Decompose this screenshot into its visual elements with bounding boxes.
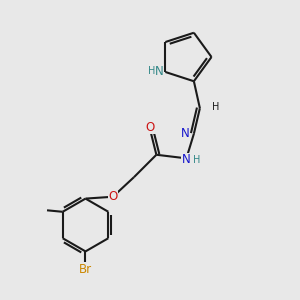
Text: H: H — [193, 155, 200, 165]
Text: N: N — [181, 127, 190, 140]
Text: O: O — [108, 190, 118, 203]
Text: N: N — [154, 64, 163, 78]
Text: H: H — [148, 66, 156, 76]
Text: N: N — [182, 153, 191, 167]
Text: O: O — [146, 121, 155, 134]
Text: Br: Br — [79, 263, 92, 276]
Text: H: H — [212, 102, 219, 112]
